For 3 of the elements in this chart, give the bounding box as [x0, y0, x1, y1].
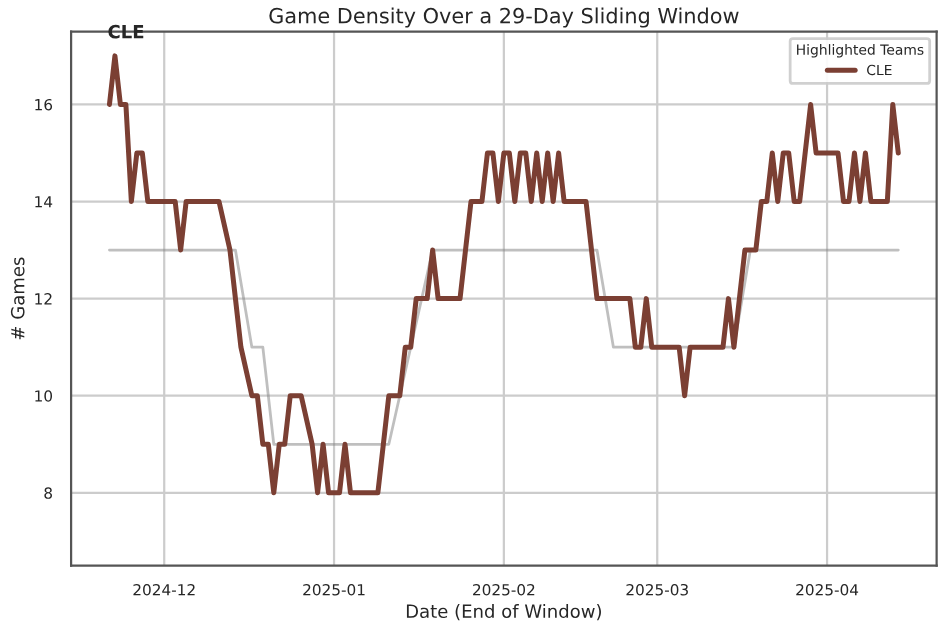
y-axis-title: # Games [10, 257, 25, 340]
x-axis-title: Date (End of Window) [406, 604, 601, 621]
chart-title: Game Density Over a 29-Day Sliding Window [269, 7, 739, 28]
